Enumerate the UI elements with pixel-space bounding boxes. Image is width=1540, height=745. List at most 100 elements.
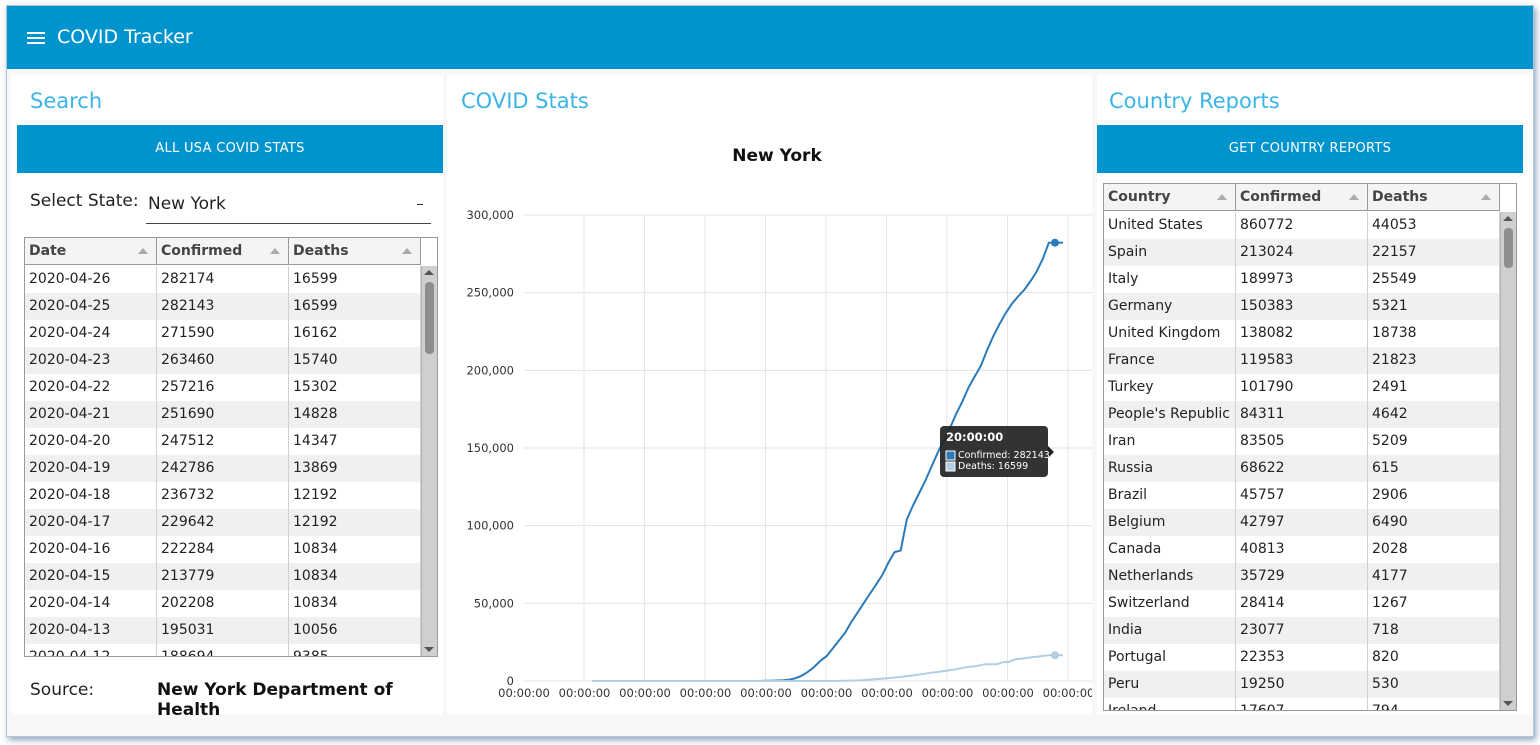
table-row[interactable]: Russia 68622 615 — [1104, 455, 1500, 482]
table-row[interactable]: Peru 19250 530 — [1104, 671, 1500, 698]
table-row[interactable]: 2020-04-15 213779 10834 — [25, 563, 421, 590]
table-row[interactable]: People's Republic ... 84311 4642 — [1104, 401, 1500, 428]
table-cell: 16162 — [289, 320, 421, 347]
table-cell: 860772 — [1236, 212, 1368, 239]
covid-line-chart: New York 0 50,000 100,000 150,000 200,000 250,… — [466, 146, 1092, 700]
table-cell: Peru — [1104, 671, 1236, 698]
table-row[interactable]: Spain 213024 22157 — [1104, 239, 1500, 266]
scroll-down-arrow[interactable] — [424, 647, 434, 652]
table-cell: Portugal — [1104, 644, 1236, 671]
table-cell: Brazil — [1104, 482, 1236, 509]
y-tick-label: 50,000 — [474, 596, 514, 610]
table-row[interactable]: Ireland 17607 794 — [1104, 698, 1500, 710]
table-cell: 2020-04-24 — [25, 320, 157, 347]
table-cell: Ireland — [1104, 698, 1236, 710]
table-row[interactable]: Belgium 42797 6490 — [1104, 509, 1500, 536]
table-cell: 2028 — [1368, 536, 1500, 563]
table-row[interactable]: 2020-04-20 247512 14347 — [25, 428, 421, 455]
table-cell: 9385 — [289, 644, 421, 656]
table-cell: 16599 — [289, 293, 421, 320]
table-cell: Belgium — [1104, 509, 1236, 536]
sort-icon — [138, 248, 148, 254]
table-cell: 22353 — [1236, 644, 1368, 671]
table-row[interactable]: Turkey 101790 2491 — [1104, 374, 1500, 401]
table-cell: 45757 — [1236, 482, 1368, 509]
table-row[interactable]: Switzerland 28414 1267 — [1104, 590, 1500, 617]
table-cell: 2020-04-16 — [25, 536, 157, 563]
table-row[interactable]: United States 860772 44053 — [1104, 212, 1500, 239]
table-row[interactable]: 2020-04-23 263460 15740 — [25, 347, 421, 374]
column-header-confirmed[interactable]: Confirmed — [1236, 184, 1368, 211]
table-cell: 2020-04-26 — [25, 266, 157, 293]
table-cell: 2491 — [1368, 374, 1500, 401]
table-cell: 25549 — [1368, 266, 1500, 293]
table-row[interactable]: 2020-04-14 202208 10834 — [25, 590, 421, 617]
table-cell: 119583 — [1236, 347, 1368, 374]
table-row[interactable]: 2020-04-22 257216 15302 — [25, 374, 421, 401]
get-country-reports-button[interactable]: GET COUNTRY REPORTS — [1097, 125, 1523, 173]
column-header-date[interactable]: Date — [25, 238, 157, 265]
table-row[interactable]: Germany 150383 5321 — [1104, 293, 1500, 320]
scroll-thumb[interactable] — [425, 282, 434, 354]
table-cell: 19250 — [1236, 671, 1368, 698]
table-row[interactable]: 2020-04-25 282143 16599 — [25, 293, 421, 320]
sort-icon — [1481, 194, 1491, 200]
table-row[interactable]: Canada 40813 2028 — [1104, 536, 1500, 563]
table-row[interactable]: 2020-04-13 195031 10056 — [25, 617, 421, 644]
table-cell: 202208 — [157, 590, 289, 617]
table-row[interactable]: Netherlands 35729 4177 — [1104, 563, 1500, 590]
table-cell: 2020-04-14 — [25, 590, 157, 617]
table-row[interactable]: 2020-04-17 229642 12192 — [25, 509, 421, 536]
source-value: New York Department of Health — [157, 680, 393, 720]
table-cell: Germany — [1104, 293, 1236, 320]
column-header-deaths[interactable]: Deaths — [1368, 184, 1500, 211]
table-cell: 188694 — [157, 644, 289, 656]
table-cell: 21823 — [1368, 347, 1500, 374]
table-row[interactable]: 2020-04-21 251690 14828 — [25, 401, 421, 428]
table-cell: 4642 — [1368, 401, 1500, 428]
state-select[interactable]: New York — [146, 188, 431, 224]
scroll-thumb[interactable] — [1504, 228, 1513, 268]
table-cell: 2020-04-21 — [25, 401, 157, 428]
table-cell: 2020-04-22 — [25, 374, 157, 401]
table-cell: 251690 — [157, 401, 289, 428]
table-cell: United Kingdom — [1104, 320, 1236, 347]
column-header-country[interactable]: Country — [1104, 184, 1236, 211]
scroll-up-arrow[interactable] — [1503, 216, 1513, 221]
table-row[interactable]: 2020-04-24 271590 16162 — [25, 320, 421, 347]
all-usa-stats-button[interactable]: ALL USA COVID STATS — [17, 125, 443, 173]
column-header-deaths[interactable]: Deaths — [289, 238, 421, 265]
table-row[interactable]: 2020-04-12 188694 9385 — [25, 644, 421, 656]
table-cell: 10834 — [289, 563, 421, 590]
table-cell: 530 — [1368, 671, 1500, 698]
scroll-down-arrow[interactable] — [1503, 701, 1513, 706]
table-cell: 247512 — [157, 428, 289, 455]
y-tick-label: 0 — [507, 674, 514, 688]
scroll-up-arrow[interactable] — [424, 270, 434, 275]
table-row[interactable]: India 23077 718 — [1104, 617, 1500, 644]
table-row[interactable]: United Kingdom 138082 18738 — [1104, 320, 1500, 347]
table-row[interactable]: 2020-04-18 236732 12192 — [25, 482, 421, 509]
table-row[interactable]: Italy 189973 25549 — [1104, 266, 1500, 293]
country-table-scrollbar[interactable] — [1500, 212, 1516, 710]
table-row[interactable]: 2020-04-26 282174 16599 — [25, 266, 421, 293]
menu-icon[interactable] — [27, 32, 45, 44]
column-header-confirmed[interactable]: Confirmed — [157, 238, 289, 265]
state-table-scrollbar[interactable] — [421, 266, 437, 656]
series-point-confirmed — [1051, 238, 1059, 247]
table-cell: Iran — [1104, 428, 1236, 455]
table-cell: 257216 — [157, 374, 289, 401]
tooltip-title: 20:00:00 — [946, 430, 1003, 444]
table-row[interactable]: 2020-04-16 222284 10834 — [25, 536, 421, 563]
table-row[interactable]: Portugal 22353 820 — [1104, 644, 1500, 671]
table-row[interactable]: Iran 83505 5209 — [1104, 428, 1500, 455]
table-row[interactable]: 2020-04-19 242786 13869 — [25, 455, 421, 482]
table-cell: 2020-04-15 — [25, 563, 157, 590]
table-row[interactable]: Brazil 45757 2906 — [1104, 482, 1500, 509]
table-cell: 101790 — [1236, 374, 1368, 401]
table-row[interactable]: France 119583 21823 — [1104, 347, 1500, 374]
app-window: COVID Tracker Search ALL USA COVID STATS… — [6, 5, 1534, 737]
tooltip-swatch-deaths — [945, 461, 956, 472]
table-cell: Switzerland — [1104, 590, 1236, 617]
y-tick-label: 250,000 — [466, 286, 514, 300]
